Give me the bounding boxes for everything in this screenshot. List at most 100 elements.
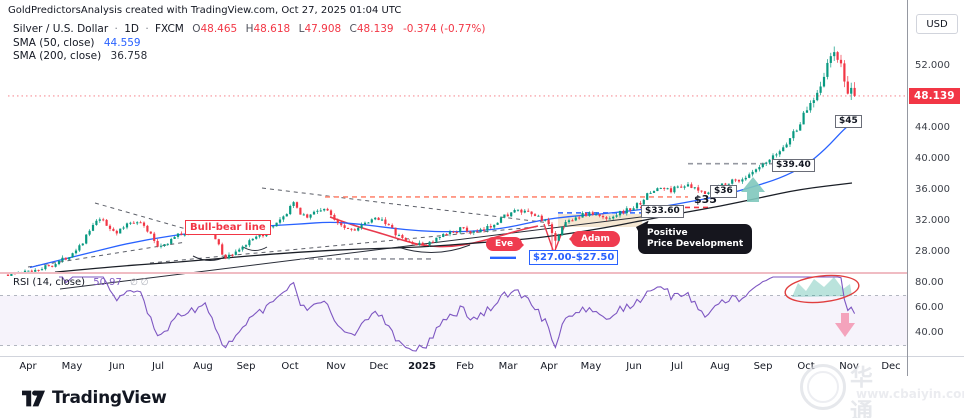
- candle-body: [632, 208, 635, 211]
- time-label-jul[interactable]: Jul: [151, 361, 165, 372]
- time-label-apr[interactable]: Apr: [19, 361, 37, 372]
- annotation-positive-line1: Positive: [647, 228, 688, 238]
- annotation-eve-bubble: Eve: [486, 237, 525, 251]
- candle-body: [360, 224, 363, 228]
- time-label-oct[interactable]: Oct: [281, 361, 299, 372]
- candle-body: [217, 239, 220, 245]
- currency-toggle-button[interactable]: USD: [916, 14, 958, 34]
- exchange-label: FXCM: [155, 23, 184, 35]
- candle-body: [493, 224, 496, 228]
- time-label-jun[interactable]: Jun: [109, 361, 125, 372]
- candle-body: [656, 188, 659, 192]
- candle-body: [306, 214, 309, 218]
- candle-body: [652, 191, 656, 193]
- candle-body: [819, 86, 822, 93]
- candle-body: [785, 144, 788, 148]
- candle-body: [788, 138, 792, 145]
- candle-body: [74, 250, 78, 254]
- timeframe-label: 1D: [124, 23, 139, 35]
- time-label-oct[interactable]: Oct: [797, 361, 815, 372]
- last-price-badge: 48.139: [909, 87, 960, 104]
- candle-body: [88, 230, 91, 235]
- candle-body: [374, 217, 377, 220]
- time-label-2025[interactable]: 2025: [408, 361, 436, 372]
- legend-separator: ·: [114, 23, 118, 35]
- price-label-36: $36: [710, 185, 737, 198]
- time-label-apr[interactable]: Apr: [540, 361, 558, 372]
- time-label-sep[interactable]: Sep: [753, 361, 773, 372]
- candle-body: [54, 264, 57, 267]
- time-label-feb[interactable]: Feb: [456, 361, 474, 372]
- symbol-legend-row[interactable]: Silver / U.S. Dollar · 1D · FXCM O48.465…: [13, 23, 486, 36]
- tradingview-footer[interactable]: TradingView: [22, 388, 167, 408]
- candle-body: [214, 232, 217, 240]
- rsi-divergence-shade: [792, 277, 852, 297]
- candle-body: [455, 232, 458, 234]
- sma50-legend-row[interactable]: SMA (50, close) 44.559: [13, 37, 486, 50]
- candle-body: [51, 265, 54, 267]
- candle-body: [112, 228, 115, 231]
- candle-body: [183, 234, 186, 236]
- candle-body: [829, 56, 832, 63]
- time-label-sep[interactable]: Sep: [236, 361, 256, 372]
- candle-body: [486, 225, 489, 231]
- time-label-nov[interactable]: Nov: [326, 361, 346, 372]
- sma200-legend-row[interactable]: SMA (200, close) 36.758: [13, 50, 486, 63]
- annotation-bull-bear-line: Bull-bear line: [185, 220, 271, 235]
- time-label-aug[interactable]: Aug: [193, 361, 213, 372]
- time-label-may[interactable]: May: [61, 361, 83, 372]
- candle-body: [724, 183, 727, 185]
- time-label-jun[interactable]: Jun: [626, 361, 642, 372]
- candle-body: [666, 188, 669, 190]
- candle-body: [170, 238, 173, 244]
- candle-body: [353, 229, 356, 231]
- candle-body: [833, 52, 836, 57]
- time-axis-border: [0, 356, 964, 357]
- candle-body: [761, 163, 764, 168]
- candle-body: [510, 212, 513, 217]
- candle-body: [754, 169, 758, 172]
- rsi-tick: 60.00: [915, 302, 944, 313]
- candle-body: [435, 237, 438, 242]
- candle-body: [275, 222, 278, 227]
- candle-body: [71, 253, 74, 258]
- time-label-dec[interactable]: Dec: [881, 361, 901, 372]
- candle-body: [476, 231, 479, 233]
- tradingview-logo-text: TradingView: [52, 388, 167, 408]
- time-label-nov[interactable]: Nov: [839, 361, 859, 372]
- candle-body: [326, 208, 329, 211]
- time-label-mar[interactable]: Mar: [498, 361, 518, 372]
- low-key: L: [298, 23, 305, 35]
- change-value: -0.374 (-0.77%): [402, 23, 486, 35]
- time-label-aug[interactable]: Aug: [710, 361, 730, 372]
- sma200-value: 36.758: [110, 50, 148, 62]
- candle-body: [499, 217, 503, 223]
- low-value: 47.908: [304, 23, 342, 35]
- candle-body: [227, 254, 231, 259]
- pane-separator[interactable]: [0, 272, 908, 274]
- candle-body: [6, 274, 10, 276]
- candle-body: [125, 223, 129, 228]
- candle-body: [251, 238, 254, 241]
- candle-body: [812, 100, 815, 104]
- rsi-legend-row[interactable]: RSI (14, close) 50.97 ∅ ∅: [13, 277, 149, 288]
- candle-body: [748, 174, 751, 178]
- candle-body: [85, 234, 88, 244]
- sma200-label: SMA (200, close): [13, 50, 102, 62]
- candle-body: [802, 112, 805, 125]
- candle-body: [329, 210, 333, 215]
- candle-body: [425, 244, 428, 246]
- candle-body: [686, 184, 690, 187]
- candle-body: [850, 87, 853, 94]
- candle-body: [238, 249, 241, 252]
- candle-body: [513, 210, 516, 213]
- time-label-dec[interactable]: Dec: [369, 361, 389, 372]
- time-label-jul[interactable]: Jul: [670, 361, 684, 372]
- rounding-arc: [242, 246, 268, 251]
- candle-body: [472, 231, 475, 233]
- candle-body: [826, 62, 829, 77]
- time-label-may[interactable]: May: [580, 361, 602, 372]
- candle-body: [153, 233, 156, 241]
